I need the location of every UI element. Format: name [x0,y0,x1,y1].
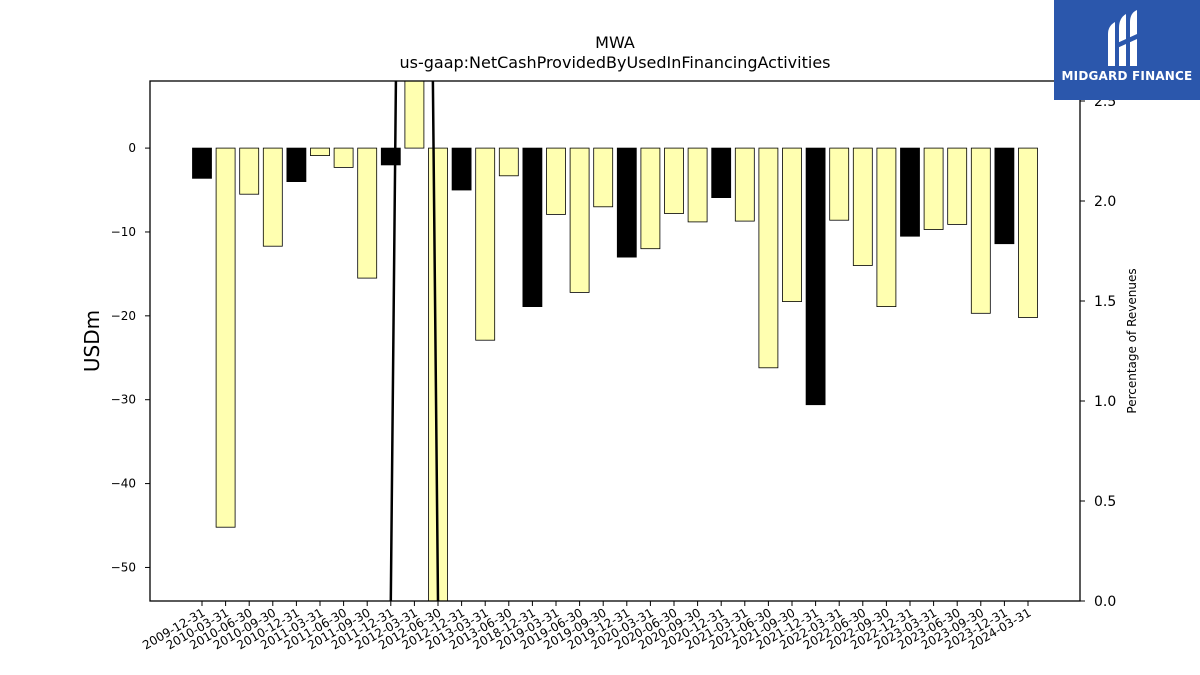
bar-2019-03-31 [546,147,566,215]
bar-2020-03-31 [640,147,661,250]
bar-2012-12-31 [451,147,472,191]
bar-2022-09-30 [876,147,897,308]
bar-2011-03-31 [310,147,330,157]
midgard-logo-icon [1108,10,1137,66]
bar-2021-09-30 [782,147,802,303]
bar-2010-06-30 [239,147,260,195]
bar-2022-12-31 [900,147,920,237]
bar-2022-03-31 [829,147,850,221]
bar-2023-06-30 [947,147,968,225]
bar-2024-03-31 [1018,147,1038,318]
bar-2019-06-30 [569,147,590,293]
y-tick-label: −40 [111,477,136,491]
plot-frame [149,80,1081,602]
y-tick-label: 0 [128,141,136,155]
midgard-finance-logo: MIDGARD FINANCE [1054,0,1200,100]
bar-2021-03-31 [734,147,755,222]
bar-2013-06-30 [498,147,519,177]
bar-2021-12-31 [805,147,826,406]
y2-tick-label: 1.0 [1094,394,1116,410]
bar-2018-12-31 [522,147,543,308]
bar-2010-09-30 [262,147,283,247]
y-tick-label: −20 [111,309,136,323]
bar-2019-12-31 [616,147,637,258]
chart-title: MWA [595,33,635,52]
bar-2020-12-31 [711,147,732,199]
y2-tick-label: 2.0 [1094,194,1116,210]
bar-2023-09-30 [970,147,991,314]
bar-2009-12-31 [192,147,212,179]
y2-axis-ticks: 0.00.51.01.52.02.5 [1080,94,1116,610]
bar-2023-12-31 [994,147,1015,245]
y-tick-label: −10 [111,225,136,239]
bar-2021-06-30 [758,147,779,369]
bar-2011-06-30 [333,147,354,168]
bar-2012-03-31 [404,81,425,149]
bar-2011-09-30 [357,147,378,279]
bar-2022-06-30 [852,147,873,266]
bar-2011-12-31 [380,147,401,166]
bar-2010-03-31 [215,147,236,528]
y-tick-label: −30 [111,393,136,407]
y-axis-ticks: 0 −10 −20 −30 −40 −50 [111,141,150,574]
bar-group [192,81,1038,601]
bar-2020-06-30 [664,147,684,214]
chart-subtitle: us-gaap:NetCashProvidedByUsedInFinancing… [399,53,830,72]
bar-2020-09-30 [687,147,708,223]
y2-tick-label: 0.0 [1094,594,1116,610]
bar-2012-06-30 [428,147,448,601]
x-axis-ticks: 2009-12-312010-03-312010-06-302010-09-30… [140,601,1034,652]
bar-2010-12-31 [286,147,307,183]
y2-tick-label: 0.5 [1094,494,1116,510]
logo-text: MIDGARD FINANCE [1061,69,1193,83]
y-axis-label: USDm [80,310,104,372]
bar-2019-09-30 [593,147,614,208]
y2-tick-label: 1.5 [1094,294,1116,310]
y2-axis-label: Percentage of Revenues [1125,268,1139,413]
bar-2023-03-31 [923,147,944,230]
bar-2013-03-31 [475,147,496,341]
y-tick-label: −50 [111,560,136,574]
